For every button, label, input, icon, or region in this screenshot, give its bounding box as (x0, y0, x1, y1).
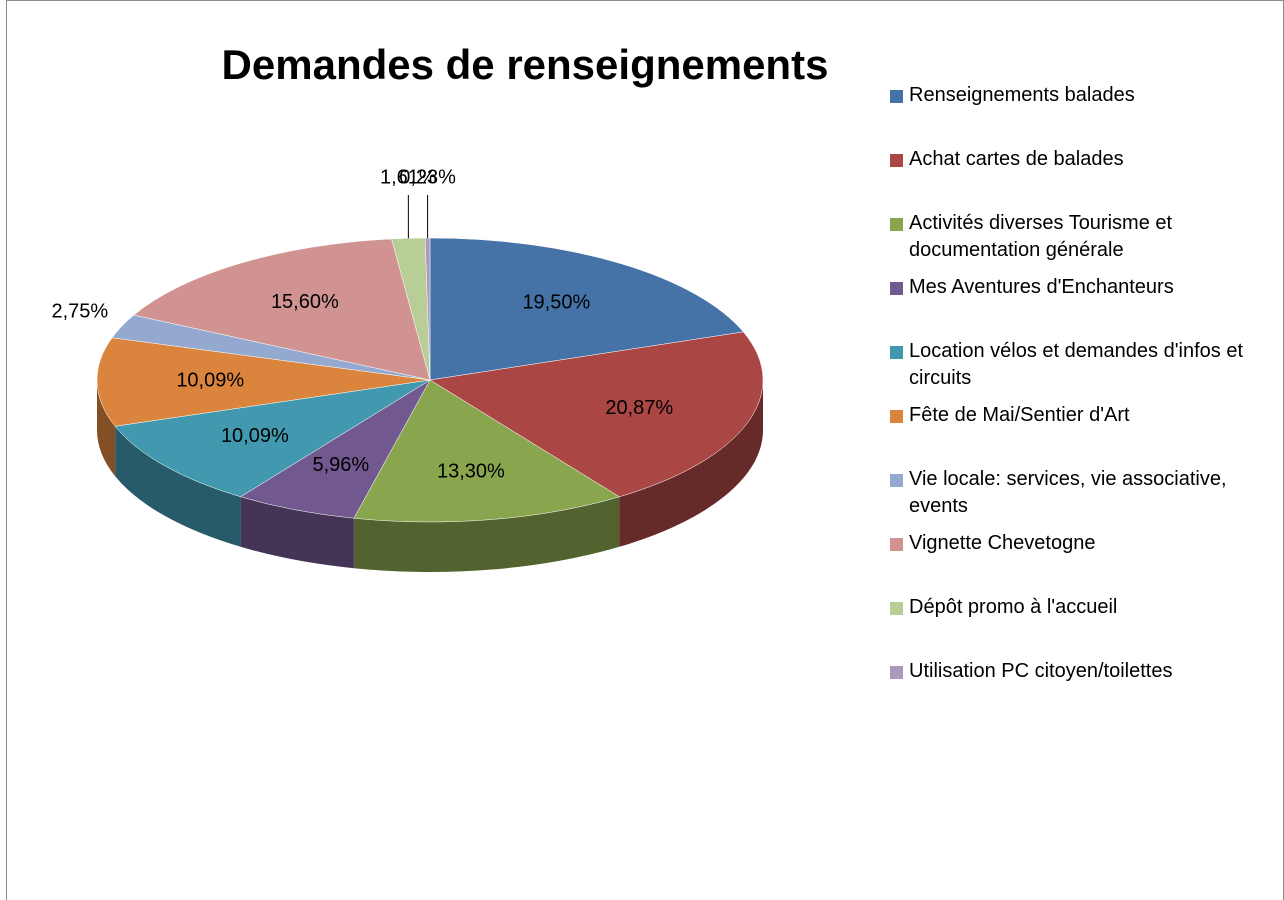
slice (424, 237, 431, 381)
data-label: 1,61% (380, 166, 437, 188)
data-label: 5,96% (312, 454, 369, 476)
slice-top (239, 379, 431, 519)
legend-label: Utilisation PC citoyen/toilettes (909, 660, 1173, 682)
chart-title: Demandes de renseignements (222, 41, 829, 88)
legend-item: Mes Aventures d'Enchanteurs (890, 274, 1275, 338)
legend-item: Achat cartes de balades (890, 146, 1275, 210)
data-label: 10,09% (176, 370, 244, 392)
legend-item: Vignette Chevetogne (890, 530, 1275, 594)
slice (239, 379, 431, 569)
slice-top (353, 379, 621, 523)
legend-label: Location vélos et demandes d'infos et ci… (909, 340, 1244, 389)
legend: Renseignements balades Achat cartes de ba… (890, 82, 1275, 722)
data-label: 20,87% (605, 397, 673, 419)
data-label: 0,23% (399, 166, 456, 188)
data-label: 15,60% (271, 291, 339, 313)
slice-top (429, 331, 764, 498)
slice (96, 337, 431, 477)
legend-swatch (890, 474, 903, 487)
legend-label: Mes Aventures d'Enchanteurs (909, 276, 1174, 298)
data-label: 19,50% (522, 292, 590, 314)
legend-item: Activités diverses Tourisme et documenta… (890, 210, 1275, 274)
legend-item: Fête de Mai/Sentier d'Art (890, 402, 1275, 466)
slice (429, 331, 764, 547)
data-label: 2,75% (51, 300, 108, 322)
slice-top (96, 337, 431, 427)
legend-label: Dépôt promo à l'accueil (909, 596, 1118, 618)
slice-side (619, 380, 763, 547)
legend-swatch (890, 346, 903, 359)
legend-label: Fête de Mai/Sentier d'Art (909, 404, 1130, 426)
slice (114, 379, 431, 547)
legend-swatch (890, 282, 903, 295)
legend-label: Vignette Chevetogne (909, 532, 1096, 554)
slice-top (429, 237, 744, 381)
slice-top (133, 238, 431, 381)
legend-swatch (890, 218, 903, 231)
legend-label: Achat cartes de balades (909, 148, 1124, 170)
legend-swatch (890, 602, 903, 615)
legend-item: Renseignements balades (890, 82, 1275, 146)
legend-swatch (890, 90, 903, 103)
slice-top (114, 379, 431, 498)
slice (133, 238, 431, 381)
legend-swatch (890, 410, 903, 423)
legend-swatch (890, 154, 903, 167)
slice (429, 237, 744, 381)
slice (353, 379, 621, 572)
legend-label: Renseignements balades (909, 84, 1135, 106)
slice-top (424, 237, 431, 381)
slice-side (115, 426, 241, 547)
data-label: 10,09% (221, 425, 289, 447)
legend-label: Vie locale: services, vie associative, e… (909, 468, 1227, 517)
slice-side (240, 496, 354, 569)
legend-swatch (890, 538, 903, 551)
slice-side (353, 496, 620, 572)
legend-label: Activités diverses Tourisme et documenta… (909, 212, 1173, 261)
legend-swatch (890, 666, 903, 679)
data-label: 13,30% (437, 460, 505, 482)
legend-item: Dépôt promo à l'accueil (890, 594, 1275, 658)
legend-item: Vie locale: services, vie associative, e… (890, 466, 1275, 530)
legend-item: Location vélos et demandes d'infos et ci… (890, 338, 1275, 402)
legend-item: Utilisation PC citoyen/toilettes (890, 658, 1275, 722)
